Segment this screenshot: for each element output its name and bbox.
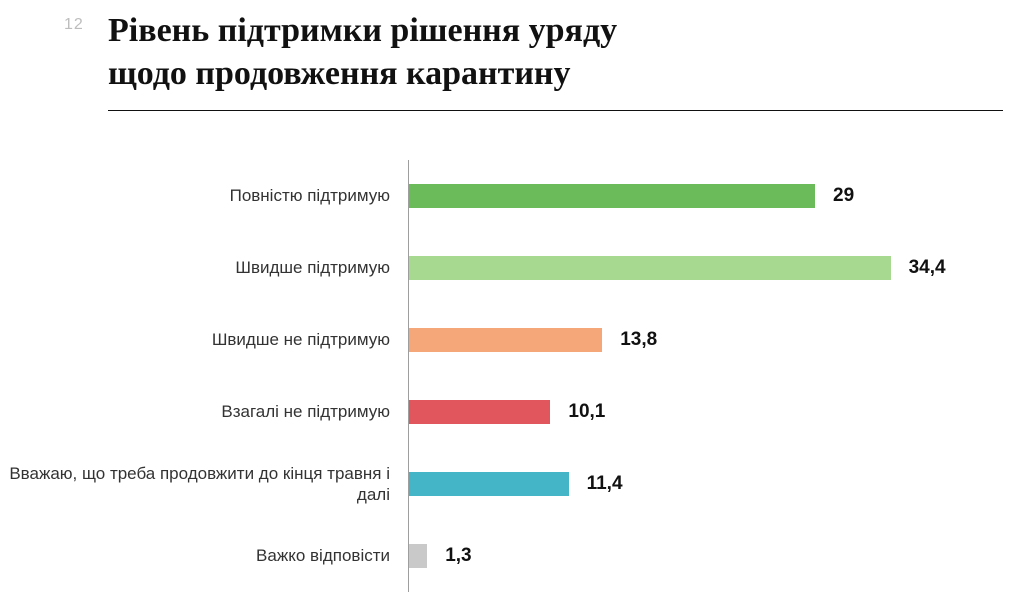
bar-label: Повністю підтримую [0, 185, 408, 206]
bar-area: 10,1 [409, 376, 969, 448]
chart-row: Швидше підтримую 34,4 [0, 232, 1023, 304]
bar [409, 544, 427, 568]
chart-row: Повністю підтримую 29 [0, 160, 1023, 232]
title-line-2: щодо продовження карантину [108, 53, 983, 96]
bar-value: 11,4 [587, 473, 623, 495]
title-line-1: Рівень підтримки рішення уряду [108, 10, 983, 53]
bar-value: 29 [833, 185, 854, 207]
bar [409, 256, 891, 280]
bar-label: Швидше підтримую [0, 257, 408, 278]
chart-row: Вважаю, що треба продовжити до кінця тра… [0, 448, 1023, 520]
bar-value: 10,1 [568, 401, 605, 423]
bar-area: 29 [409, 160, 969, 232]
bar-label: Швидше не підтримую [0, 329, 408, 350]
slide: 12 Рівень підтримки рішення уряду щодо п… [0, 0, 1023, 615]
bar-area: 34,4 [409, 232, 969, 304]
chart-row: Швидше не підтримую 13,8 [0, 304, 1023, 376]
bar-value: 34,4 [909, 257, 946, 279]
page-title: Рівень підтримки рішення уряду щодо прод… [108, 10, 983, 95]
page-number: 12 [64, 16, 84, 34]
bar [409, 184, 815, 208]
bar-value: 13,8 [620, 329, 657, 351]
chart-row: Взагалі не підтримую 10,1 [0, 376, 1023, 448]
bar-label: Вважаю, що треба продовжити до кінця тра… [0, 463, 408, 506]
bar-area: 1,3 [409, 520, 969, 592]
bar-area: 11,4 [409, 448, 969, 520]
bar-value: 1,3 [445, 545, 471, 567]
chart-row: Важко відповісти 1,3 [0, 520, 1023, 592]
support-bar-chart: Повністю підтримую 29 Швидше підтримую 34,4… [0, 160, 1023, 592]
title-underline [108, 110, 1003, 111]
bar-label: Важко відповісти [0, 545, 408, 566]
bar [409, 328, 602, 352]
bar-label: Взагалі не підтримую [0, 401, 408, 422]
bar [409, 472, 569, 496]
bar-area: 13,8 [409, 304, 969, 376]
bar [409, 400, 550, 424]
